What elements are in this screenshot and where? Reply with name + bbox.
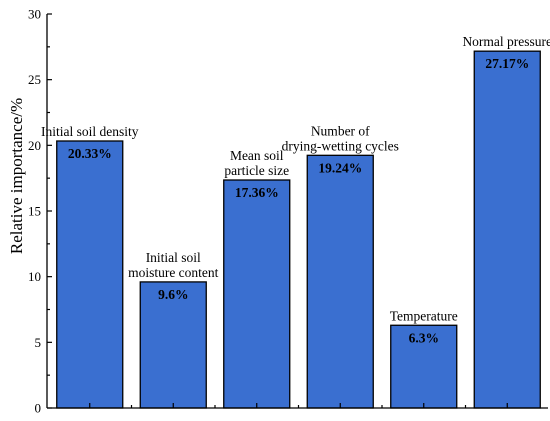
data-label-5: 6.3% [409, 330, 439, 345]
category-label-3-line-2: particle size [224, 163, 289, 178]
y-tick-label-6: 25 [28, 72, 41, 87]
y-tick-label-4: 15 [28, 204, 41, 219]
y-tick-label-7: 30 [28, 7, 41, 22]
category-label-4-line-2: drying-wetting cycles [282, 138, 399, 153]
data-label-1: 20.33% [68, 146, 112, 161]
bar-1 [56, 140, 124, 409]
chart-marks: 20.33% Initial soil density 9.6% Initial so… [41, 34, 550, 409]
category-label-3-line-1: Mean soil [230, 148, 284, 163]
chart-axes: 0 5 10 15 20 25 30 [28, 7, 548, 416]
category-label-5: Temperature [390, 308, 458, 323]
bar-2 [139, 281, 207, 409]
category-label-6: Normal pressure [462, 34, 550, 49]
category-label-4-line-1: Number of [311, 123, 370, 138]
y-axis-title: Relative importance/% [7, 98, 26, 254]
bar-5 [390, 324, 458, 409]
data-label-3: 17.36% [235, 185, 279, 200]
bar-3 [223, 179, 291, 409]
data-label-2: 9.6% [158, 287, 188, 302]
y-tick-label-5: 20 [28, 138, 41, 153]
y-tick-label-3: 10 [28, 269, 41, 284]
bar-4 [306, 154, 374, 409]
bar-6 [473, 50, 541, 409]
category-label-2-line-1: Initial soil [146, 250, 201, 265]
category-label-1: Initial soil density [41, 124, 139, 139]
y-tick-label-1: 0 [35, 401, 42, 416]
data-label-6: 27.17% [485, 56, 529, 71]
category-label-2-line-2: moisture content [128, 265, 219, 280]
data-label-4: 19.24% [318, 160, 362, 175]
y-tick-label-2: 5 [35, 335, 42, 350]
